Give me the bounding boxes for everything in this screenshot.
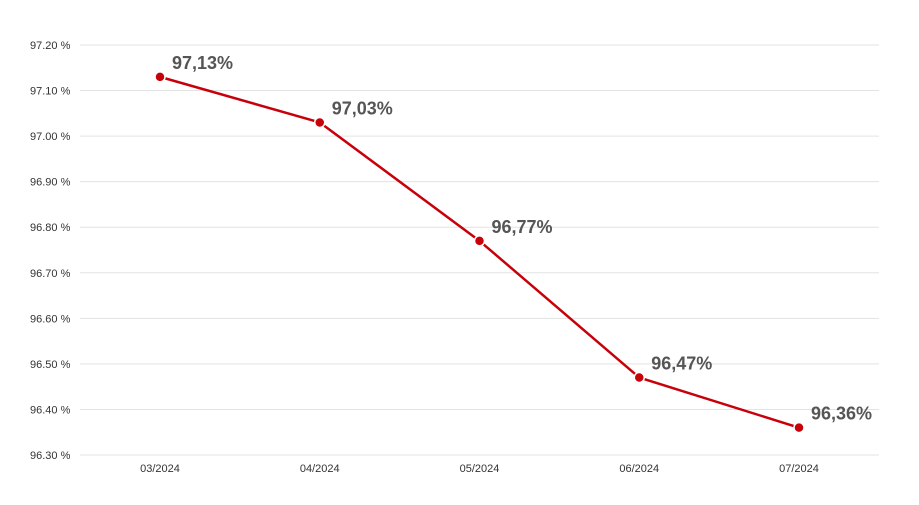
y-tick-label: 96.40 % (30, 404, 71, 416)
data-label: 96,36% (811, 404, 872, 424)
x-tick-label: 06/2024 (619, 463, 659, 475)
y-tick-label: 96.30 % (30, 450, 71, 462)
y-tick-label: 97.00 % (30, 131, 71, 143)
series (154, 71, 805, 434)
series-line (159, 75, 800, 429)
data-point (473, 235, 486, 247)
data-point (314, 116, 326, 129)
data-label: 96,77% (492, 217, 553, 237)
y-tick-label: 97.20 % (30, 40, 71, 52)
data-point (154, 71, 166, 83)
x-tick-label: 05/2024 (460, 463, 500, 475)
data-label: 97,13% (172, 53, 233, 73)
y-axis-ticks: 96.30 % 96.40 % 96.50 % 96.60 % 96.70 % 96.80… (30, 40, 71, 462)
y-tick-label: 96.60 % (30, 313, 71, 325)
x-tick-label: 04/2024 (300, 463, 340, 475)
data-label: 97,03% (332, 98, 393, 118)
grid-lines (80, 44, 879, 456)
x-tick-label: 03/2024 (140, 463, 180, 475)
y-tick-label: 96.50 % (30, 359, 71, 371)
x-tick-label: 07/2024 (779, 463, 819, 475)
data-point (633, 371, 645, 384)
y-tick-label: 96.80 % (30, 222, 71, 234)
y-tick-label: 97.10 % (30, 86, 71, 98)
data-label: 96,47% (651, 354, 712, 374)
y-tick-label: 96.70 % (30, 268, 71, 280)
data-labels: 97,13% 97,03% 96,77% 96,47% 96,36% (172, 53, 872, 424)
data-point (793, 421, 805, 434)
x-axis-ticks: 03/2024 04/2024 05/2024 06/2024 07/2024 (140, 463, 819, 475)
y-tick-label: 96.90 % (30, 177, 71, 189)
